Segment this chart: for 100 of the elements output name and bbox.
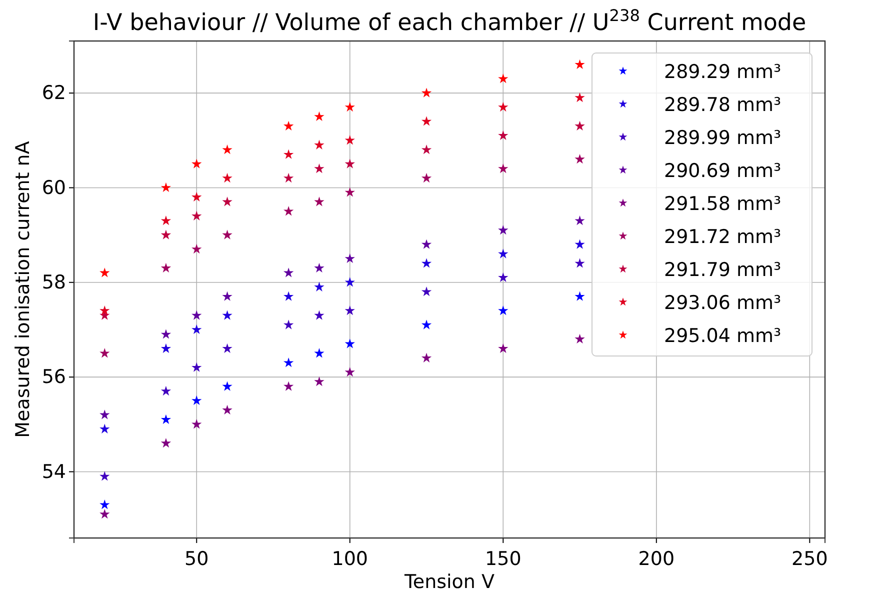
point — [314, 163, 324, 174]
point — [192, 310, 202, 320]
point — [498, 272, 508, 282]
point — [283, 291, 294, 301]
point — [498, 224, 508, 235]
x-tick-label: 200 — [638, 548, 675, 570]
point — [574, 59, 585, 69]
point — [100, 471, 110, 481]
point — [574, 92, 585, 102]
point — [421, 286, 432, 296]
point — [498, 130, 508, 140]
legend-label: 291.79 mm³ — [664, 259, 782, 281]
point — [192, 158, 202, 168]
point — [421, 258, 432, 268]
point — [421, 352, 432, 362]
point — [100, 500, 110, 510]
y-axis-title: Measured ionisation current nA — [12, 141, 34, 438]
legend-label: 291.58 mm³ — [664, 193, 782, 215]
y-tick-label: 54 — [42, 460, 66, 483]
y-tick-label: 58 — [42, 271, 66, 294]
point — [283, 172, 294, 183]
legend-label: 289.78 mm³ — [664, 94, 782, 116]
point — [222, 230, 232, 240]
point — [498, 74, 508, 84]
point — [283, 358, 294, 368]
y-tick-label: 62 — [42, 82, 66, 104]
x-tick-label: 250 — [792, 548, 828, 570]
point — [344, 135, 355, 145]
point — [574, 239, 585, 249]
point — [421, 144, 432, 154]
chart-title: I-V behaviour // Volume of each chamber // U$^{238}$ Current mode — [92, 6, 806, 36]
point — [160, 438, 172, 448]
point — [314, 376, 324, 386]
point — [100, 508, 110, 519]
point — [498, 102, 508, 112]
point — [283, 149, 294, 159]
legend-label: 295.04 mm³ — [664, 325, 782, 347]
point — [100, 410, 110, 420]
point — [574, 334, 585, 344]
point — [283, 206, 294, 216]
point — [192, 324, 202, 334]
x-tick-label: 50 — [184, 548, 209, 570]
point — [222, 144, 232, 154]
legend-label: 289.99 mm³ — [664, 127, 782, 149]
point — [222, 404, 232, 415]
point — [160, 343, 172, 353]
point — [222, 172, 232, 183]
point — [160, 230, 172, 240]
point — [192, 210, 202, 220]
point — [421, 320, 432, 330]
point — [160, 329, 172, 339]
point — [574, 291, 585, 301]
point — [574, 154, 585, 164]
point — [498, 305, 508, 316]
point — [344, 187, 355, 197]
point — [283, 120, 294, 131]
point — [160, 386, 172, 396]
point — [160, 216, 172, 226]
point — [421, 88, 432, 98]
point — [314, 348, 324, 358]
point — [100, 424, 110, 434]
point — [344, 158, 355, 168]
point — [574, 216, 585, 226]
point — [100, 305, 110, 316]
x-tick-label: 150 — [485, 548, 522, 570]
point — [100, 348, 110, 358]
point — [222, 291, 232, 301]
point — [160, 182, 172, 192]
point — [222, 343, 232, 353]
point — [344, 253, 355, 264]
point — [344, 366, 355, 377]
point — [160, 414, 172, 424]
point — [574, 258, 585, 268]
point — [314, 196, 324, 206]
point — [192, 244, 202, 254]
y-tick-label: 60 — [42, 176, 66, 199]
x-tick-label: 100 — [332, 548, 368, 570]
point — [314, 140, 324, 150]
point — [314, 310, 324, 320]
point — [314, 111, 324, 122]
point — [283, 381, 294, 391]
point — [498, 248, 508, 258]
legend-label: 293.06 mm³ — [664, 292, 782, 314]
point — [160, 262, 172, 273]
point — [100, 268, 110, 278]
point — [314, 262, 324, 273]
legend-label: 290.69 mm³ — [664, 160, 782, 182]
point — [222, 196, 232, 206]
legend-label: 291.72 mm³ — [664, 226, 782, 248]
x-axis-title: Tension V — [404, 571, 494, 593]
point — [574, 120, 585, 131]
point — [222, 381, 232, 391]
point — [192, 419, 202, 429]
point — [421, 172, 432, 183]
y-tick-label: 56 — [42, 366, 66, 388]
point — [192, 395, 202, 406]
point — [344, 102, 355, 112]
point — [498, 163, 508, 174]
point — [314, 282, 324, 292]
point — [283, 320, 294, 330]
